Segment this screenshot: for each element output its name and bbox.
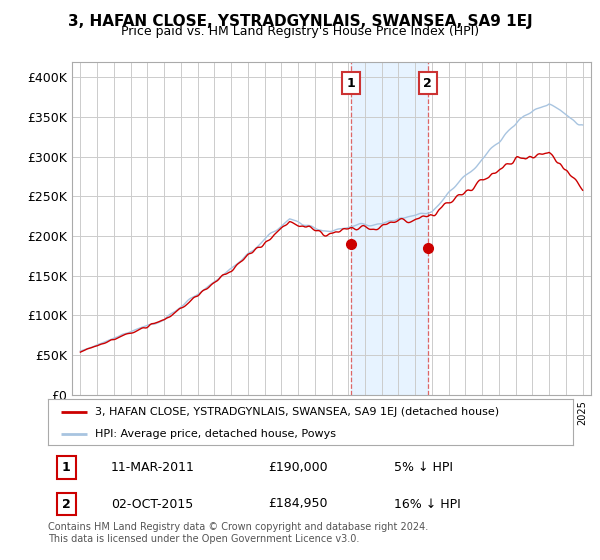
Bar bbox=[351, 62, 428, 395]
Text: 2: 2 bbox=[62, 497, 71, 511]
Text: 16% ↓ HPI: 16% ↓ HPI bbox=[395, 497, 461, 511]
Text: £190,000: £190,000 bbox=[269, 461, 328, 474]
Text: 1: 1 bbox=[62, 461, 71, 474]
Text: 3, HAFAN CLOSE, YSTRADGYNLAIS, SWANSEA, SA9 1EJ (detached house): 3, HAFAN CLOSE, YSTRADGYNLAIS, SWANSEA, … bbox=[95, 407, 499, 417]
Text: 1: 1 bbox=[347, 77, 355, 90]
Text: Contains HM Land Registry data © Crown copyright and database right 2024.
This d: Contains HM Land Registry data © Crown c… bbox=[48, 522, 428, 544]
Text: 3, HAFAN CLOSE, YSTRADGYNLAIS, SWANSEA, SA9 1EJ: 3, HAFAN CLOSE, YSTRADGYNLAIS, SWANSEA, … bbox=[68, 14, 532, 29]
Text: 02-OCT-2015: 02-OCT-2015 bbox=[111, 497, 193, 511]
Text: Price paid vs. HM Land Registry's House Price Index (HPI): Price paid vs. HM Land Registry's House … bbox=[121, 25, 479, 38]
Text: 11-MAR-2011: 11-MAR-2011 bbox=[111, 461, 195, 474]
Text: 2: 2 bbox=[424, 77, 432, 90]
Text: HPI: Average price, detached house, Powys: HPI: Average price, detached house, Powy… bbox=[95, 428, 336, 438]
Text: 5% ↓ HPI: 5% ↓ HPI bbox=[395, 461, 454, 474]
Text: £184,950: £184,950 bbox=[269, 497, 328, 511]
